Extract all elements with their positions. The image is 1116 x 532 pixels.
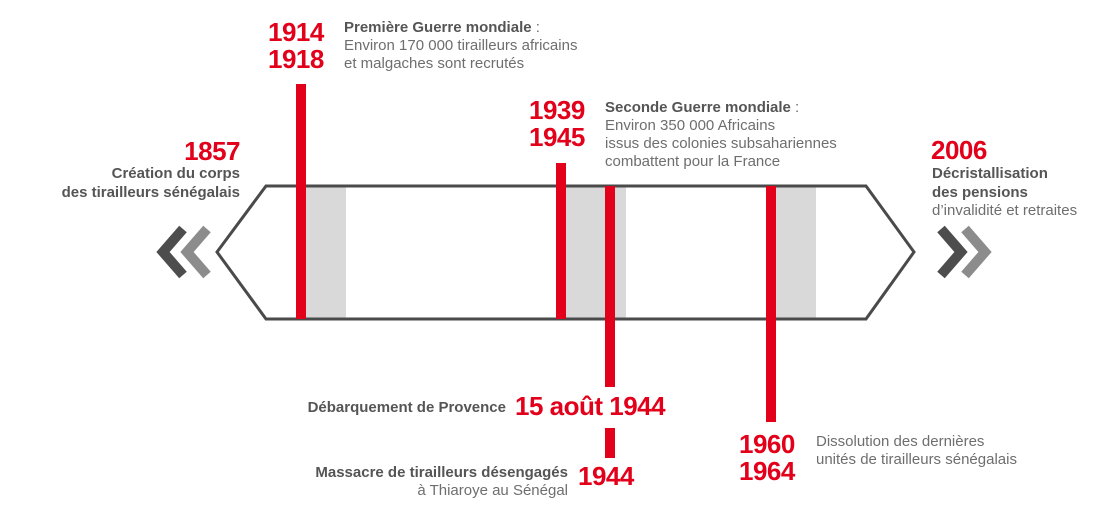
label-ww2-line1: Environ 350 000 Africains [605,117,776,134]
label-ww1: Première Guerre mondiale : Environ 170 0… [344,18,577,73]
label-ww1-line2: et malgaches sont recrutés [344,55,525,72]
label-thiaroye: Massacre de tirailleurs désengagés à Thi… [315,463,568,500]
label-ww2-title: Seconde Guerre mondiale [605,99,791,116]
label-dissolution-line2: unités de tirailleurs sénégalais [816,451,1017,468]
label-dissolution-line1: Dissolution des dernières [816,433,985,450]
label-dissolution: Dissolution des dernières unités de tira… [816,433,1017,469]
label-2006-line2: des pensions [932,184,1028,201]
label-thiaroye-line1: Massacre de tirailleurs désengagés [315,464,568,481]
year-range-1960-1964: 1960 1964 [739,431,795,485]
label-ww1-title: Première Guerre mondiale [344,19,532,36]
year-thiaroye: 1944 [578,461,634,491]
marker-1939 [556,163,566,319]
year-1914: 1914 [268,17,324,47]
year-1918: 1918 [268,44,324,74]
double-chevron-left-icon [156,225,211,279]
year-range-1914-1918: 1914 1918 [268,19,324,73]
band-ww2 [565,186,626,319]
year-1939: 1939 [529,95,585,125]
year-1964: 1964 [739,456,795,486]
marker-1960 [766,186,776,422]
label-ww2-title-row: Seconde Guerre mondiale : [605,98,837,117]
label-ww2-line2: issus des colonies subsahariennes [605,135,837,152]
date-provence: 15 août 1944 [515,391,666,421]
label-2006-line3: d’invalidité et retraites [932,202,1078,219]
label-thiaroye-line2: à Thiaroye au Sénégal [417,482,568,499]
label-ww1-title-row: Première Guerre mondiale : [344,18,577,37]
label-1857-line2: des tirailleurs sénégalais [61,184,240,201]
marker-1944-thiaroye [605,428,615,458]
band-ww1 [305,186,346,319]
marker-1914 [296,84,306,319]
label-1857: Création du corps des tirailleurs sénéga… [62,164,240,202]
label-ww2-colon: : [790,99,800,116]
year-1857: 1857 [184,136,240,166]
year-1945: 1945 [529,122,585,152]
label-1857-line1: Création du corps [111,165,240,182]
label-ww2-line3: combattent pour la France [605,153,781,170]
label-2006: Décristallisation des pensions d’invalid… [932,164,1077,220]
year-1960: 1960 [739,429,795,459]
band-dissolution [775,186,816,319]
label-provence: Débarquement de Provence [307,399,506,416]
label-ww1-line1: Environ 170 000 tirailleurs africains [344,37,578,54]
double-chevron-right-icon [937,225,992,279]
marker-1944-provence [605,186,615,387]
label-ww1-colon: : [531,19,540,36]
year-range-1939-1945: 1939 1945 [529,97,585,151]
label-ww2: Seconde Guerre mondiale : Environ 350 00… [605,98,837,171]
year-2006: 2006 [931,135,987,165]
label-2006-line1: Décristallisation [932,165,1048,182]
timeline-bar [215,184,916,321]
